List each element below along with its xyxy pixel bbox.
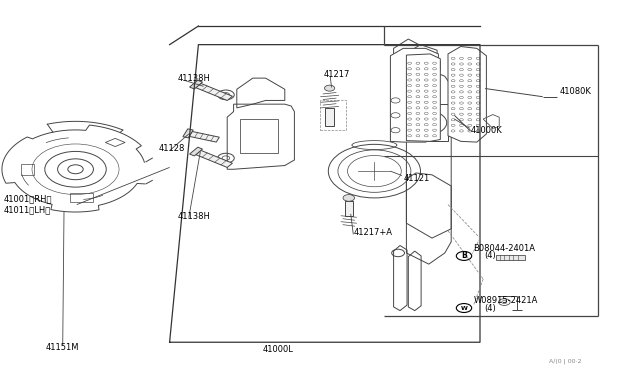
Polygon shape bbox=[325, 108, 334, 126]
Text: A∕(0 | 00·2: A∕(0 | 00·2 bbox=[549, 358, 582, 364]
Text: 41000K: 41000K bbox=[470, 126, 502, 135]
Text: 41128: 41128 bbox=[159, 144, 185, 153]
Text: 41000L: 41000L bbox=[263, 345, 294, 354]
Polygon shape bbox=[394, 39, 422, 95]
Text: 41217: 41217 bbox=[323, 70, 349, 79]
Text: (4): (4) bbox=[484, 251, 495, 260]
Text: W: W bbox=[461, 305, 467, 311]
Text: B08044-2401A: B08044-2401A bbox=[474, 244, 536, 253]
Polygon shape bbox=[189, 131, 220, 142]
Text: W08915-2421A: W08915-2421A bbox=[474, 296, 538, 305]
Polygon shape bbox=[448, 46, 486, 142]
Circle shape bbox=[324, 85, 335, 91]
Text: 41001〈RH〉: 41001〈RH〉 bbox=[3, 195, 52, 203]
Circle shape bbox=[456, 251, 472, 260]
Polygon shape bbox=[406, 54, 440, 141]
Text: 41121: 41121 bbox=[403, 174, 429, 183]
Polygon shape bbox=[496, 255, 525, 260]
Text: (4): (4) bbox=[484, 304, 495, 312]
Text: 41080K: 41080K bbox=[560, 87, 592, 96]
Bar bbox=[320, 100, 346, 130]
Polygon shape bbox=[183, 129, 193, 138]
Text: 41138H: 41138H bbox=[178, 74, 211, 83]
Circle shape bbox=[343, 195, 355, 201]
Text: B: B bbox=[461, 251, 467, 260]
Polygon shape bbox=[196, 83, 232, 100]
Circle shape bbox=[456, 304, 472, 312]
Polygon shape bbox=[390, 48, 438, 142]
Polygon shape bbox=[410, 45, 437, 94]
Text: 41138H: 41138H bbox=[178, 212, 211, 221]
Polygon shape bbox=[345, 201, 353, 216]
Polygon shape bbox=[196, 150, 232, 167]
Polygon shape bbox=[189, 147, 202, 156]
Polygon shape bbox=[189, 80, 202, 89]
Text: 41011〈LH〉: 41011〈LH〉 bbox=[3, 206, 51, 215]
Text: 41151M: 41151M bbox=[46, 343, 79, 352]
Text: 41217+A: 41217+A bbox=[354, 228, 393, 237]
